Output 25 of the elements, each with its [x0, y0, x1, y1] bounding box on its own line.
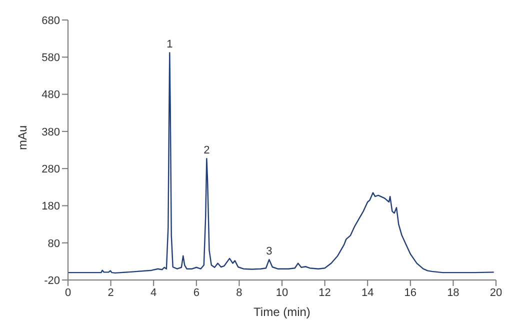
x-tick-label: 8	[236, 286, 242, 299]
y-tick-label: -20	[44, 274, 60, 287]
y-tick-label: 80	[48, 238, 60, 250]
annotation: 1	[166, 38, 173, 51]
x-tick-label: 18	[447, 286, 460, 299]
y-axis-title: mAu	[15, 125, 30, 150]
y-tick-label: 380	[42, 126, 60, 138]
y-tick-label: 580	[42, 52, 60, 64]
annotation: 3	[266, 246, 272, 258]
y-tick-label: 480	[42, 89, 60, 102]
x-tick-label: 6	[193, 286, 200, 299]
line-series	[68, 52, 494, 274]
x-tick-label: 0	[64, 286, 72, 299]
y-tick-label: 280	[42, 163, 60, 176]
x-tick-label: 16	[404, 286, 417, 299]
x-tick-label: 20	[490, 286, 502, 299]
x-tick-label: 2	[108, 286, 114, 299]
y-tick-label: 680	[42, 14, 60, 27]
x-tick-label: 10	[276, 286, 288, 299]
annotation: 2	[204, 144, 210, 157]
y-tick-label: 180	[42, 200, 60, 213]
x-tick-label: 12	[318, 286, 331, 299]
x-tick-label: 4	[150, 286, 157, 299]
x-tick-label: 14	[361, 286, 374, 299]
x-axis-title: Time (min)	[254, 305, 310, 319]
